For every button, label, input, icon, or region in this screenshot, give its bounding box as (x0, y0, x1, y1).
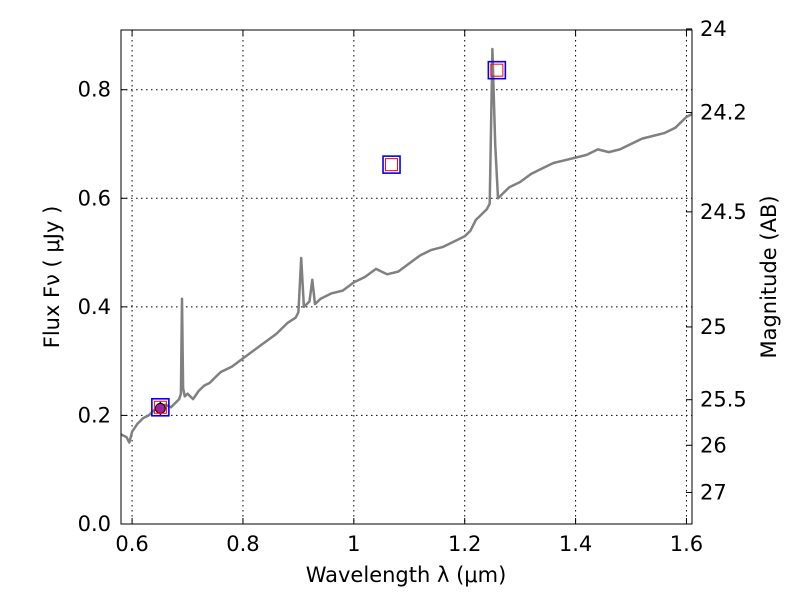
spectrum-line (120, 47, 693, 444)
x-tick-label: 0.8 (226, 532, 259, 556)
magnitude-tick-label: 24.2 (700, 101, 747, 125)
spectrum-series-layer (120, 47, 693, 444)
x-tick-label: 0.6 (115, 532, 148, 556)
magnitude-tick-label: 26 (700, 433, 727, 457)
photometry-square-outer (382, 155, 401, 174)
magnitude-tick-label: 24.5 (700, 200, 747, 224)
photometry-square-outer (487, 60, 507, 80)
x-tick-label: 1.2 (448, 532, 481, 556)
y-tick-label: 0.2 (78, 403, 111, 427)
y-tick-label: 0.6 (78, 186, 111, 210)
x-axis-title: Wavelength λ (μm) (306, 563, 507, 587)
axis-ticks: 0.6 0.8 1 1.2 1.4 1.6 0.0 0.2 0.4 0.6 0.8 24 24.2 24.… (78, 17, 747, 556)
magnitude-tick-label: 25 (700, 315, 727, 339)
x-tick-label: 1 (347, 532, 360, 556)
grid-lines (121, 30, 692, 525)
photometry-square-inner (490, 63, 504, 77)
measurement-point (154, 402, 166, 414)
photometry-square-inner (153, 400, 167, 414)
y-tick-label: 0.0 (78, 512, 111, 536)
magnitude-tick-label: 27 (700, 481, 727, 505)
y-axis-title: Flux Fν ( μJy ) (40, 206, 64, 349)
magnitude-tick-label: 25.5 (700, 388, 747, 412)
plot-frame (120, 29, 693, 525)
photometry-markers (151, 60, 507, 417)
y-tick-label: 0.4 (78, 295, 111, 319)
x-tick-label: 1.6 (670, 532, 703, 556)
photometry-square-outer (151, 397, 170, 417)
magnitude-tick-label: 24 (700, 17, 727, 41)
y-tick-label: 0.8 (78, 78, 111, 102)
photometry-square-inner (385, 158, 399, 172)
x-tick-label: 1.4 (559, 532, 592, 556)
magnitude-axis-title: Magnitude (AB) (757, 195, 781, 358)
